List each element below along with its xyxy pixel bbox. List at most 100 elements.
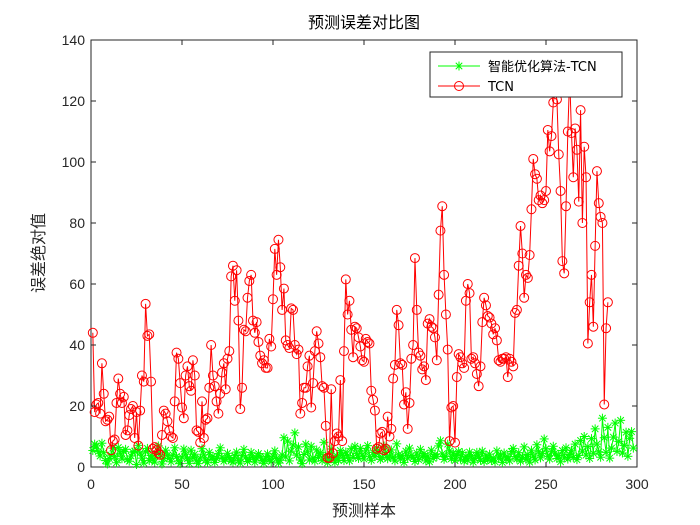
data-point [433, 289, 444, 300]
data-point [215, 443, 225, 453]
legend-label-tcn: TCN [487, 80, 514, 95]
data-point [226, 271, 237, 282]
data-point [409, 253, 420, 264]
data-point [293, 442, 303, 452]
data-point [388, 373, 399, 384]
data-point [224, 346, 235, 357]
data-point [488, 329, 499, 340]
x-tick-label: 250 [534, 476, 558, 492]
data-point [288, 304, 299, 315]
data-point [453, 349, 464, 360]
data-point [363, 441, 373, 451]
data-point [431, 355, 442, 366]
data-point [479, 457, 489, 467]
data-point [579, 432, 589, 441]
data-point [384, 431, 395, 442]
data-point [160, 408, 171, 419]
data-point [592, 439, 602, 449]
data-point [235, 458, 245, 468]
data-point [191, 425, 202, 436]
data-point [375, 428, 386, 439]
data-point [619, 440, 629, 450]
data-point [505, 456, 515, 466]
data-point [508, 443, 518, 453]
data-point [133, 440, 144, 451]
data-point [625, 433, 635, 443]
x-tick-label: 50 [174, 476, 190, 492]
data-point [111, 397, 122, 408]
data-point [566, 445, 576, 455]
data-point [524, 250, 535, 261]
data-point [435, 436, 445, 446]
data-point [175, 459, 185, 469]
data-point [355, 341, 366, 352]
data-point [395, 358, 406, 369]
data-point [437, 201, 448, 212]
data-point [439, 269, 450, 280]
data-point [602, 297, 613, 308]
data-point [499, 353, 510, 364]
data-point [171, 347, 182, 358]
data-point [229, 295, 240, 306]
data-point [118, 391, 129, 402]
data-point [359, 356, 369, 367]
data-point [187, 355, 198, 366]
data-point [597, 413, 607, 423]
data-point [440, 309, 451, 320]
data-point [95, 408, 106, 419]
data-point [302, 361, 313, 372]
data-point [107, 436, 118, 447]
data-point [548, 97, 559, 108]
data-point [132, 460, 141, 470]
data-point [306, 402, 317, 413]
data-point [291, 349, 302, 360]
data-point [389, 359, 400, 370]
data-point [480, 300, 491, 311]
data-point [184, 381, 195, 392]
data-point [295, 408, 306, 419]
data-point [198, 433, 209, 444]
data-point [207, 370, 218, 381]
data-point [424, 314, 435, 325]
data-point [579, 141, 590, 152]
data-point [415, 350, 426, 361]
data-point [526, 204, 537, 215]
data-point [410, 457, 420, 467]
data-point [519, 442, 529, 452]
data-point [124, 410, 135, 421]
data-point [200, 414, 211, 425]
data-point [326, 384, 337, 395]
data-point [588, 321, 599, 332]
data-point [153, 448, 164, 459]
data-point [539, 434, 549, 444]
data-point [455, 352, 466, 363]
data-point [331, 428, 342, 439]
data-point [420, 375, 431, 386]
data-point [193, 426, 204, 437]
data-point [496, 450, 505, 460]
data-point [178, 413, 189, 424]
data-point [435, 225, 446, 236]
data-point [475, 361, 486, 372]
data-point [544, 146, 555, 157]
data-point [513, 260, 524, 271]
data-point [382, 411, 393, 422]
data-point [213, 408, 224, 419]
data-point [474, 451, 484, 461]
data-point [261, 453, 271, 463]
data-point [590, 240, 601, 251]
data-point [571, 144, 582, 155]
data-point [237, 382, 248, 393]
data-point [515, 221, 526, 232]
data-point [561, 201, 572, 212]
data-point [570, 439, 580, 449]
data-point [167, 433, 178, 444]
data-point [408, 340, 419, 350]
data-point [146, 376, 157, 387]
data-point [595, 211, 606, 222]
plot-area [90, 39, 638, 468]
data-point [490, 323, 501, 334]
legend-marker-tcn [454, 81, 464, 91]
data-point [122, 425, 133, 436]
y-tick-label: 40 [69, 337, 85, 353]
